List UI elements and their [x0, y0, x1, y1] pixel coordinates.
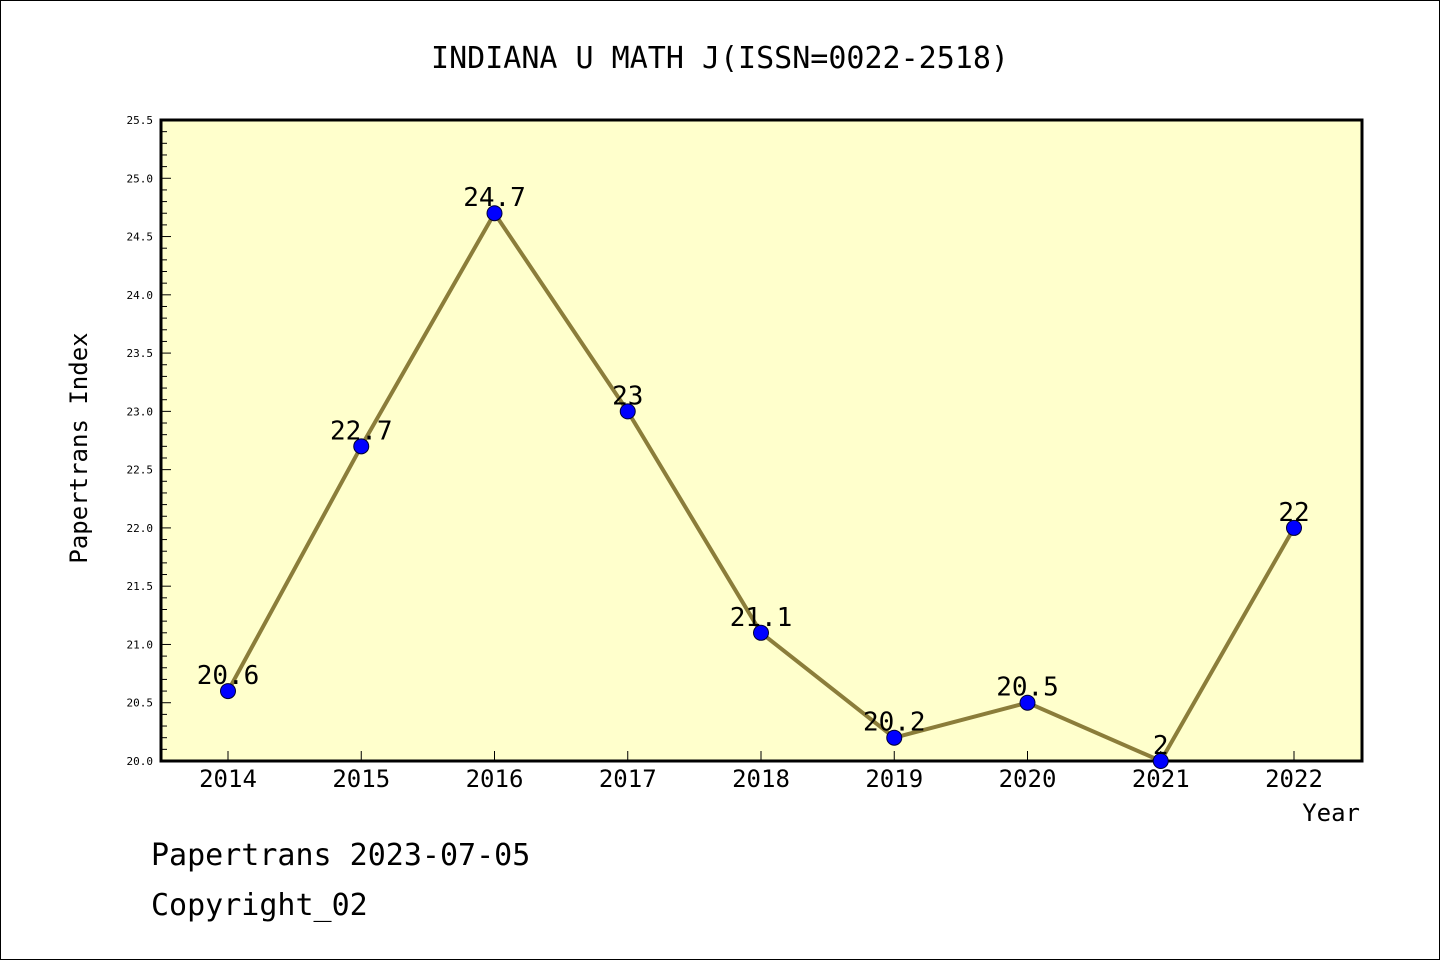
x-tick-label: 2021: [1132, 765, 1190, 793]
data-label: 21.1: [730, 603, 793, 633]
data-point: [220, 683, 236, 700]
x-axis: 2014 2015 2016 2017 2018 2019 2020 2021 2022: [199, 751, 1323, 793]
y-tick-label: 22.0: [127, 522, 154, 535]
y-tick-label: 24.0: [127, 289, 154, 302]
data-point: [486, 205, 503, 222]
y-tick-label: 22.5: [127, 464, 154, 477]
data-label: 20.2: [863, 708, 926, 738]
x-tick-label: 2022: [1265, 765, 1323, 793]
data-point: [886, 729, 903, 746]
footer-copyright: Copyright_02: [151, 888, 368, 923]
data-point: [353, 438, 370, 455]
data-label: 22.7: [330, 416, 393, 446]
data-point: [1152, 753, 1169, 769]
y-tick-label: 25.5: [127, 114, 154, 127]
data-point: [1019, 694, 1036, 711]
y-tick-label: 21.5: [127, 580, 154, 593]
data-point: [619, 403, 636, 420]
x-tick-label: 2019: [865, 765, 923, 793]
x-axis-title: Year: [1302, 799, 1360, 827]
y-tick-label: 23.0: [127, 405, 154, 418]
data-label: 22: [1278, 498, 1309, 528]
y-tick-label: 25.0: [127, 172, 154, 185]
y-tick-label: 23.5: [127, 347, 154, 360]
data-point: [753, 624, 769, 641]
y-tick-label: 21.0: [127, 638, 154, 651]
x-tick-label: 2018: [732, 765, 790, 793]
x-tick-label: 2020: [999, 765, 1057, 793]
y-tick-label: 24.5: [127, 231, 154, 244]
x-tick-label: 2014: [199, 765, 257, 793]
data-point: [1286, 519, 1302, 536]
y-tick-label: 20.0: [127, 755, 154, 768]
data-label: 20.5: [996, 673, 1059, 703]
data-label: 24.7: [463, 183, 526, 213]
x-tick-label: 2015: [332, 765, 390, 793]
y-axis-title: Papertrans Index: [65, 332, 93, 563]
chart-title: INDIANA U MATH J(ISSN=0022-2518): [431, 41, 1009, 76]
data-label: 2: [1153, 731, 1169, 761]
y-axis: 20.0 20.5 21.0 21.5 22.0 22.5 23.0 23.5 24.0 24.5…: [127, 114, 171, 768]
x-tick-label: 2017: [599, 765, 657, 793]
data-label: 20.6: [197, 661, 260, 691]
x-tick-label: 2016: [466, 765, 524, 793]
data-label: 23: [612, 381, 643, 411]
y-tick-label: 20.5: [127, 697, 154, 710]
footer-date: Papertrans 2023-07-05: [151, 838, 530, 873]
